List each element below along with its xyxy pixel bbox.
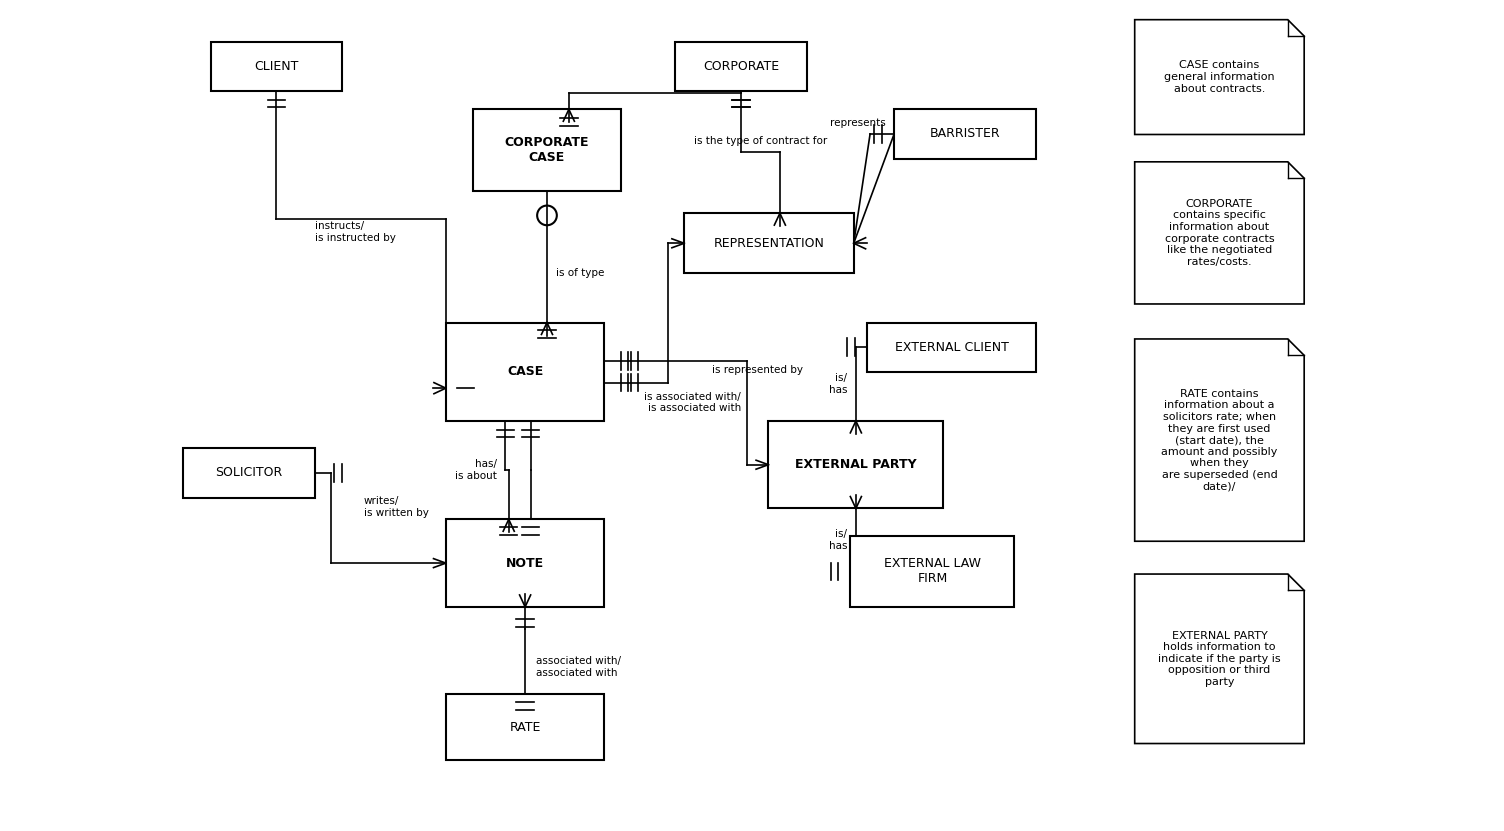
Text: writes/
is written by: writes/ is written by	[364, 496, 429, 518]
Text: has/
is about: has/ is about	[454, 460, 496, 481]
Text: is/
has: is/ has	[829, 529, 847, 551]
Text: is of type: is of type	[556, 268, 605, 278]
Text: EXTERNAL PARTY
holds information to
indicate if the party is
opposition or third: EXTERNAL PARTY holds information to indi…	[1158, 631, 1281, 687]
Text: is associated with/
is associated with: is associated with/ is associated with	[644, 391, 741, 413]
Bar	[866, 322, 1036, 371]
Bar	[474, 110, 621, 191]
Text: RATE contains
information about a
solicitors rate; when
they are first used
(sta: RATE contains information about a solici…	[1161, 389, 1277, 491]
Bar	[769, 421, 943, 509]
Text: CLIENT: CLIENT	[254, 60, 299, 72]
Bar	[445, 322, 605, 421]
Text: represents: represents	[830, 118, 886, 128]
Bar	[850, 536, 1014, 607]
Text: is represented by: is represented by	[711, 365, 803, 375]
Bar	[684, 214, 854, 273]
Polygon shape	[1134, 162, 1304, 304]
Text: CORPORATE
contains specific
information about
corporate contracts
like the negot: CORPORATE contains specific information …	[1164, 199, 1274, 267]
Text: CASE: CASE	[507, 366, 543, 378]
Polygon shape	[1134, 339, 1304, 541]
Bar	[183, 448, 314, 498]
Bar	[895, 110, 1036, 159]
Text: BARRISTER: BARRISTER	[929, 127, 1000, 140]
Text: instructs/
is instructed by: instructs/ is instructed by	[314, 221, 396, 243]
Bar	[445, 519, 605, 607]
Bar	[675, 42, 806, 91]
Text: SOLICITOR: SOLICITOR	[215, 466, 283, 479]
Text: associated with/
associated with: associated with/ associated with	[535, 656, 621, 678]
Text: EXTERNAL CLIENT: EXTERNAL CLIENT	[895, 341, 1009, 354]
Text: REPRESENTATION: REPRESENTATION	[713, 237, 824, 250]
Text: NOTE: NOTE	[505, 557, 544, 569]
Text: CORPORATE
CASE: CORPORATE CASE	[505, 136, 590, 165]
Text: RATE: RATE	[510, 720, 541, 734]
Polygon shape	[1134, 20, 1304, 135]
Bar	[211, 42, 341, 91]
Bar	[445, 695, 605, 760]
Text: EXTERNAL LAW
FIRM: EXTERNAL LAW FIRM	[884, 558, 981, 585]
Text: CASE contains
general information
about contracts.: CASE contains general information about …	[1164, 61, 1275, 94]
Text: CORPORATE: CORPORATE	[702, 60, 779, 72]
Text: EXTERNAL PARTY: EXTERNAL PARTY	[796, 458, 916, 471]
Text: is/
has: is/ has	[829, 373, 847, 395]
Polygon shape	[1134, 574, 1304, 744]
Text: is the type of contract for: is the type of contract for	[693, 136, 827, 146]
